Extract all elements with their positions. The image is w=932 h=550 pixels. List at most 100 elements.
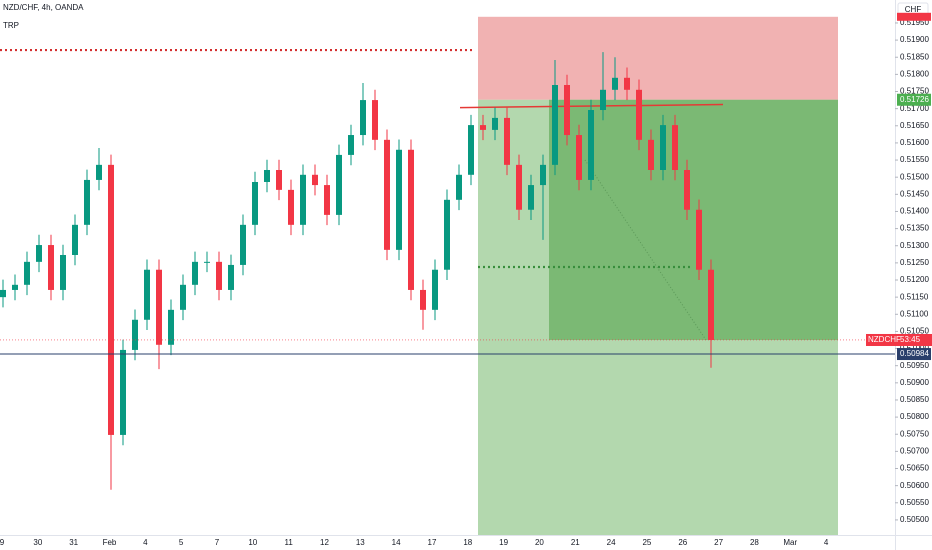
candle-body <box>516 164 522 210</box>
candle-body <box>612 77 618 90</box>
x-tick-label: 9 <box>0 538 5 547</box>
countdown-label: 53:45 <box>900 335 921 344</box>
x-tick-label: 26 <box>678 538 687 547</box>
candle-body <box>84 179 90 225</box>
y-tick-label: 0.50800 <box>900 412 929 421</box>
y-tick-label: 0.51450 <box>900 189 929 198</box>
candle-body <box>48 245 54 290</box>
y-tick-label: 0.51900 <box>900 35 929 44</box>
candle-body <box>480 125 486 130</box>
y-tick-label: 0.51200 <box>900 275 929 284</box>
y-tick-label: 0.51050 <box>900 327 929 336</box>
y-tick-label: 0.51600 <box>900 138 929 147</box>
candle-body <box>180 284 186 310</box>
x-tick-label: 25 <box>642 538 651 547</box>
candle-body <box>144 269 150 320</box>
y-tick-label: 0.51350 <box>900 224 929 233</box>
candle-body <box>672 125 678 170</box>
y-tick-label: 0.51150 <box>900 292 929 301</box>
y-tick-label: 0.50550 <box>900 498 929 507</box>
y-tick-label: 0.51100 <box>900 309 929 318</box>
x-tick-label: 4 <box>143 538 148 547</box>
y-tick-label: 0.51650 <box>900 121 929 130</box>
candle-body <box>528 185 534 210</box>
candle-body <box>552 84 558 165</box>
y-tick-label: 0.51800 <box>900 69 929 78</box>
candle-body <box>240 224 246 265</box>
candle-body <box>660 125 666 170</box>
candle-body <box>708 269 714 340</box>
y-tick-label: 0.51550 <box>900 155 929 164</box>
profit-zone <box>549 99 838 340</box>
y-tick-label: 0.51700 <box>900 104 929 113</box>
x-tick-label: Mar <box>783 538 797 547</box>
candle-body <box>204 261 210 263</box>
candle-body <box>360 100 366 136</box>
chart-title: NZD/CHF, 4h, OANDA <box>3 3 84 12</box>
currency-label: CHF <box>905 5 922 14</box>
stop-price-tag <box>897 12 931 21</box>
x-tick-label: 11 <box>284 538 293 547</box>
indicator-label: TRP <box>3 21 19 30</box>
x-tick-label: 12 <box>320 538 329 547</box>
x-tick-label: 7 <box>215 538 220 547</box>
candle-body <box>564 84 570 136</box>
candle-body <box>624 77 630 90</box>
candle-body <box>252 181 258 225</box>
candle-body <box>0 289 6 298</box>
x-tick-label: 13 <box>356 538 365 547</box>
plot <box>0 16 895 536</box>
x-tick-label: 21 <box>571 538 580 547</box>
candle-body <box>504 117 510 165</box>
candle-body <box>444 199 450 270</box>
candle-body <box>648 139 654 170</box>
candle-body <box>264 169 270 182</box>
candle-body <box>108 164 114 435</box>
candle-body <box>588 110 594 180</box>
candle-body <box>24 261 30 285</box>
candle-body <box>168 309 174 345</box>
y-tick-label: 0.50850 <box>900 395 929 404</box>
candle-body <box>348 135 354 155</box>
candle-body <box>60 254 66 290</box>
y-tick-label: 0.51750 <box>900 87 929 96</box>
entry-price-label: 0.51726 <box>900 95 929 104</box>
candle-body <box>312 174 318 186</box>
candle-body <box>72 224 78 255</box>
candle-body <box>120 349 126 435</box>
candle-body <box>492 117 498 130</box>
candle-body <box>384 139 390 250</box>
y-tick-label: 0.51950 <box>900 18 929 27</box>
x-tick-label: 14 <box>392 538 401 547</box>
x-tick-label: 30 <box>33 538 42 547</box>
candle-body <box>324 185 330 215</box>
candle-body <box>12 284 18 290</box>
symbol-label: NZDCHF <box>868 335 901 344</box>
x-tick-label: 27 <box>714 538 723 547</box>
candle-body <box>300 174 306 225</box>
x-tick-label: 31 <box>69 538 78 547</box>
y-tick-label: 0.50950 <box>900 361 929 370</box>
x-tick-label: 20 <box>535 538 544 547</box>
candle-body <box>288 189 294 225</box>
entry-price-tag <box>897 93 931 106</box>
candle-body <box>456 174 462 200</box>
candle-body <box>96 164 102 180</box>
x-tick-label: 19 <box>499 538 508 547</box>
y-tick-label: 0.50700 <box>900 446 929 455</box>
candle-body <box>216 261 222 290</box>
candle-body <box>192 261 198 285</box>
x-tick-label: 10 <box>248 538 257 547</box>
projection-line <box>584 159 707 341</box>
stop-zone <box>478 16 838 100</box>
candle-body <box>228 264 234 290</box>
marked-price-label: 0.50984 <box>900 349 929 358</box>
y-tick-label: 0.51400 <box>900 207 929 216</box>
candle-body <box>684 169 690 210</box>
x-tick-label: Feb <box>103 538 117 547</box>
candle-body <box>336 154 342 215</box>
x-tick-label: 5 <box>179 538 184 547</box>
y-tick-label: 0.51850 <box>900 52 929 61</box>
candle-body <box>576 135 582 180</box>
